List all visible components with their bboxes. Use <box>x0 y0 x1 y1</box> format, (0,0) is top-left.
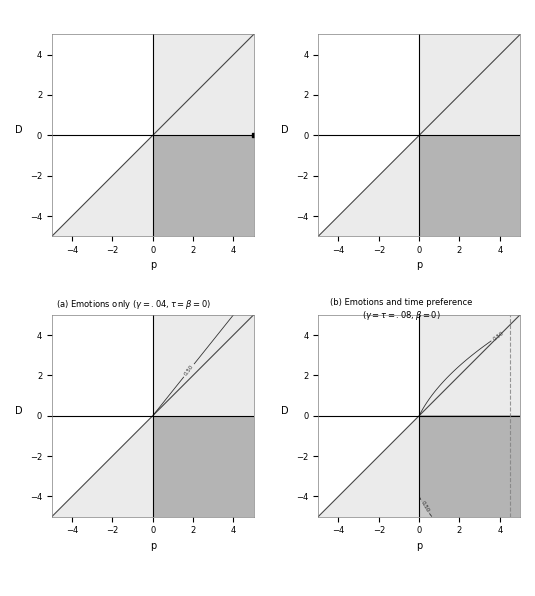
Text: 0.50: 0.50 <box>184 364 195 377</box>
Text: (a) Emotions only ($\gamma = .04, \tau = \beta = 0$): (a) Emotions only ($\gamma = .04, \tau =… <box>56 298 211 311</box>
X-axis label: p: p <box>150 541 156 551</box>
Text: 0.50: 0.50 <box>492 330 505 342</box>
X-axis label: p: p <box>150 260 156 271</box>
Y-axis label: D: D <box>15 125 22 135</box>
Y-axis label: D: D <box>15 406 22 415</box>
Y-axis label: D: D <box>281 125 289 135</box>
Text: (b) Emotions and time preference
($\gamma = \tau = .08, \beta = 0$): (b) Emotions and time preference ($\gamm… <box>330 298 472 322</box>
Y-axis label: D: D <box>281 406 289 415</box>
Text: 0.50: 0.50 <box>420 500 430 513</box>
X-axis label: p: p <box>416 260 422 271</box>
X-axis label: p: p <box>416 541 422 551</box>
